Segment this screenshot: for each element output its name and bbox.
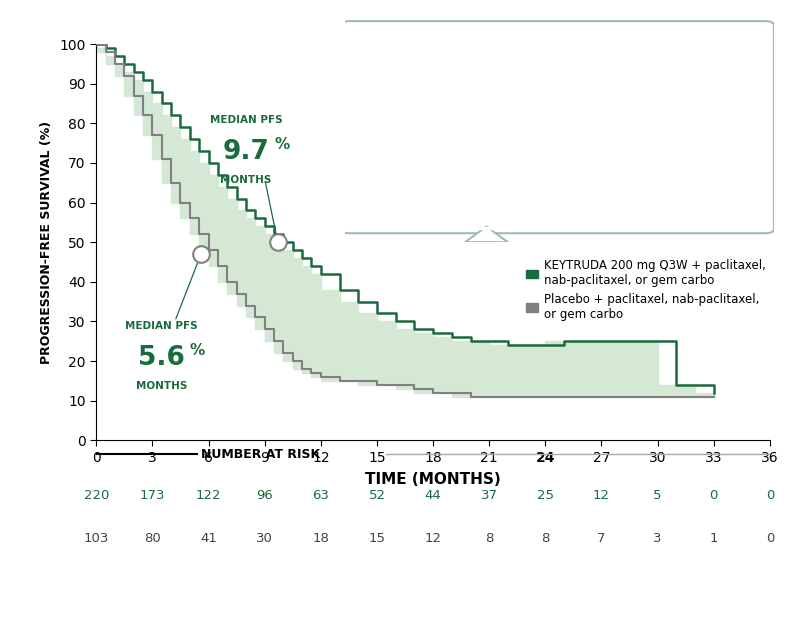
- Text: 173: 173: [140, 489, 165, 503]
- Y-axis label: PROGRESSION-FREE SURVIVAL (%): PROGRESSION-FREE SURVIVAL (%): [39, 121, 52, 364]
- Text: MONTHS: MONTHS: [221, 175, 272, 185]
- Text: 52: 52: [368, 489, 386, 503]
- X-axis label: TIME (MONTHS): TIME (MONTHS): [365, 472, 501, 487]
- Text: 8: 8: [541, 532, 549, 545]
- FancyBboxPatch shape: [341, 21, 774, 233]
- Text: 3: 3: [654, 532, 662, 545]
- Text: MEDIAN PFS: MEDIAN PFS: [125, 321, 198, 331]
- Text: 80: 80: [144, 532, 160, 545]
- Text: 30: 30: [256, 532, 273, 545]
- Text: 0: 0: [766, 532, 774, 545]
- Text: 63: 63: [312, 489, 330, 503]
- Text: %: %: [274, 137, 290, 152]
- Text: NUMBER AT RISK: NUMBER AT RISK: [200, 448, 320, 461]
- Text: 103: 103: [83, 532, 109, 545]
- Text: 12: 12: [424, 532, 442, 545]
- Text: MEDIAN PFS: MEDIAN PFS: [209, 115, 282, 125]
- Text: (HR=0.65; 95% Cl, 0.49–0.86; P=0.0012): (HR=0.65; 95% Cl, 0.49–0.86; P=0.0012): [439, 198, 680, 211]
- Text: 5.6: 5.6: [138, 345, 185, 371]
- Text: 12: 12: [593, 489, 610, 503]
- Text: 35%: 35%: [362, 35, 412, 55]
- Text: 0: 0: [766, 489, 774, 503]
- Text: 15: 15: [368, 532, 386, 545]
- Text: 8: 8: [485, 532, 493, 545]
- Text: MONTHS: MONTHS: [136, 381, 188, 391]
- Polygon shape: [465, 226, 508, 242]
- Text: 0: 0: [710, 489, 718, 503]
- Text: 37: 37: [480, 489, 498, 503]
- Text: 9.7: 9.7: [222, 139, 269, 165]
- Legend: KEYTRUDA 200 mg Q3W + paclitaxel,
nab-paclitaxel, or gem carbo, Placebo + paclit: KEYTRUDA 200 mg Q3W + paclitaxel, nab-pa…: [522, 254, 771, 325]
- Text: 5: 5: [654, 489, 662, 503]
- Text: 220: 220: [83, 489, 109, 503]
- Text: 122: 122: [196, 489, 221, 503]
- Text: 18: 18: [312, 532, 330, 545]
- Text: 44: 44: [425, 489, 441, 503]
- Text: 1: 1: [710, 532, 718, 545]
- Text: %: %: [190, 343, 205, 358]
- Text: 25: 25: [537, 489, 554, 503]
- Text: redusert risiko for sykdomsprogresjon er
vist for KEYTRUDA i kombinasjon med pac: redusert risiko for sykdomsprogresjon er…: [439, 35, 773, 100]
- Text: 41: 41: [200, 532, 217, 545]
- Text: 96: 96: [257, 489, 273, 503]
- Text: 7: 7: [597, 532, 606, 545]
